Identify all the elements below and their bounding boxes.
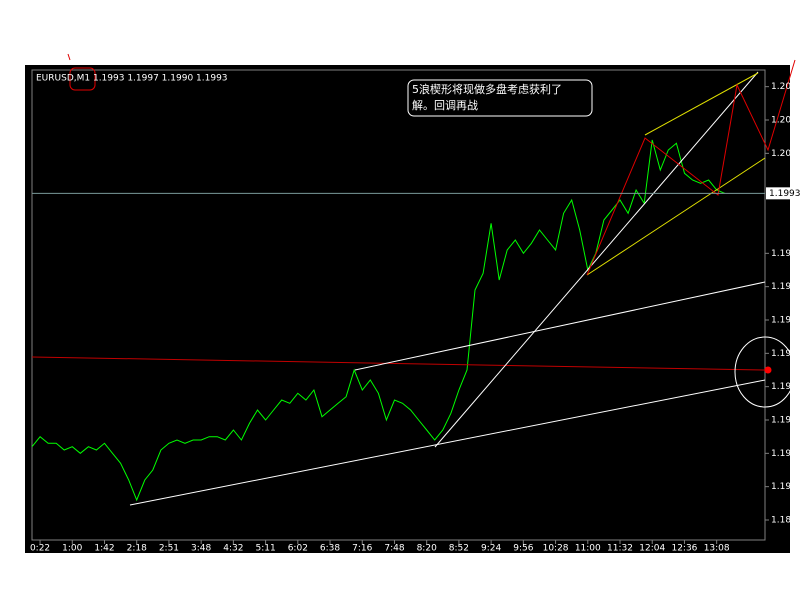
x-tick-label: 8:20 xyxy=(417,544,437,554)
x-tick-label: 1:42 xyxy=(94,544,114,554)
y-tick-label: 1.2025 xyxy=(771,82,800,92)
chart-background xyxy=(25,65,790,553)
x-tick-label: 8:52 xyxy=(449,544,469,554)
x-tick-label: 13:08 xyxy=(704,544,730,554)
y-tick-label: 1.1975 xyxy=(771,249,800,259)
timeframe-highlight xyxy=(69,67,96,91)
x-tick-label: 4:32 xyxy=(223,544,243,554)
chart-header: EURUSD,M1 1.1993 1.1997 1.1990 1.1993 xyxy=(36,74,228,84)
annotation: 解。回调再战 xyxy=(412,98,478,112)
x-tick-label: 9:56 xyxy=(513,544,533,554)
y-tick-label: 1.1895 xyxy=(771,516,800,526)
x-tick-label: 7:48 xyxy=(384,544,404,554)
y-tick-label: 1.1955 xyxy=(771,316,800,326)
wedge-line xyxy=(586,157,766,276)
highlight-ellipse xyxy=(734,336,796,408)
plot-frame xyxy=(31,69,766,541)
y-tick-label: 1.1945 xyxy=(771,349,800,359)
wave-zigzag xyxy=(586,59,796,276)
x-tick-label: 0:22 xyxy=(30,544,50,554)
x-tick-label: 10:28 xyxy=(543,544,569,554)
x-tick-label: 6:02 xyxy=(288,544,308,554)
wedge-line xyxy=(644,72,759,136)
marks xyxy=(31,139,725,502)
trend-line xyxy=(354,281,766,371)
x-tick-label: 3:48 xyxy=(191,544,211,554)
y-tick-label: 1.2015 xyxy=(771,116,800,126)
x-tick-label: 1:00 xyxy=(62,544,82,554)
x-tick-label: 7:16 xyxy=(352,544,372,554)
last-price-box xyxy=(766,187,800,200)
x-tick-label: 11:00 xyxy=(575,544,601,554)
y-tick-label: 1.1905 xyxy=(771,482,800,492)
x-tick-label: 11:32 xyxy=(607,544,633,554)
red-level-line xyxy=(31,356,766,371)
price-line xyxy=(31,139,725,502)
x-tick-label: 6:38 xyxy=(320,544,340,554)
x-tick-label: 12:36 xyxy=(671,544,697,554)
target-dot xyxy=(764,366,772,374)
x-tick-label: 12:04 xyxy=(639,544,665,554)
y-tick-label: 1.1965 xyxy=(771,282,800,292)
annotation-box xyxy=(407,79,593,117)
y-tick-label: 1.1925 xyxy=(771,416,800,426)
trend-line xyxy=(129,379,766,506)
y-tick-label: 1.1915 xyxy=(771,449,800,459)
trend-line xyxy=(434,71,759,448)
x-tick-label: 5:11 xyxy=(255,544,275,554)
x-tick-label: 2:18 xyxy=(127,544,147,554)
last-price-label: 1.1993 xyxy=(769,189,800,199)
x-tick-label: 2:51 xyxy=(159,544,179,554)
annotation: 5浪楔形将现做多盘考虑获利了 xyxy=(412,82,562,96)
y-tick-label: 1.2005 xyxy=(771,149,800,159)
x-tick-label: 9:24 xyxy=(481,544,501,554)
red-tick xyxy=(67,53,71,61)
y-tick-label: 1.1935 xyxy=(771,382,800,392)
